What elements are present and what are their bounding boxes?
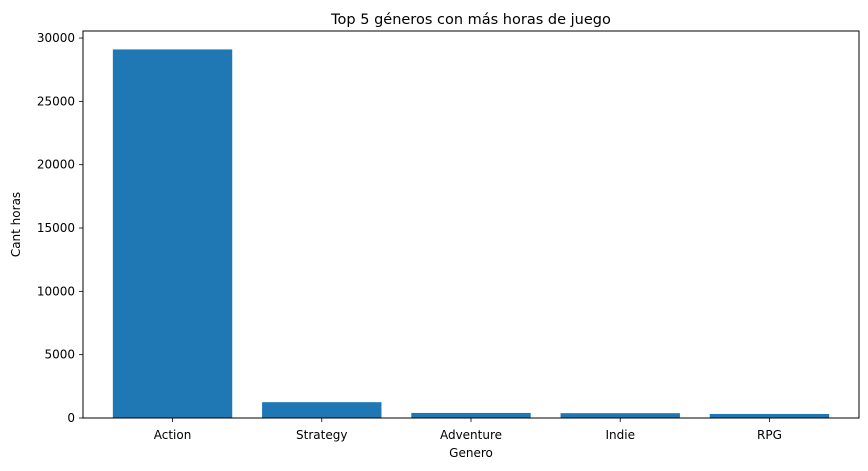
- x-tick-label: Adventure: [440, 428, 502, 442]
- x-tick-label: Indie: [605, 428, 634, 442]
- bar-action: [112, 49, 233, 419]
- x-axis-label: Genero: [449, 446, 493, 460]
- x-tick-label: RPG: [757, 428, 782, 442]
- y-tick-label: 15000: [37, 221, 75, 235]
- y-tick-label: 20000: [37, 158, 75, 172]
- bar-indie: [560, 413, 680, 418]
- bar-adventure: [411, 412, 531, 418]
- x-tick-label: Action: [154, 428, 192, 442]
- y-tick-label: 30000: [37, 31, 75, 45]
- chart-title: Top 5 géneros con más horas de juego: [330, 12, 611, 28]
- bars-layer: [112, 49, 830, 419]
- y-tick-label: 25000: [37, 94, 75, 108]
- y-axis-label: Cant horas: [9, 192, 23, 257]
- bar-strategy: [262, 402, 382, 418]
- plot-frame: [82, 30, 860, 419]
- y-tick-label: 10000: [37, 284, 75, 298]
- x-tick-label: Strategy: [296, 428, 347, 442]
- y-axis-ticks: 0 5000 10000 15000 20000 25000 30000: [37, 31, 83, 425]
- x-axis-ticks: Action Strategy Adventure Indie RPG: [154, 418, 782, 442]
- y-tick-label: 5000: [44, 348, 75, 362]
- bar-rpg: [709, 413, 830, 418]
- y-tick-label: 0: [67, 411, 75, 425]
